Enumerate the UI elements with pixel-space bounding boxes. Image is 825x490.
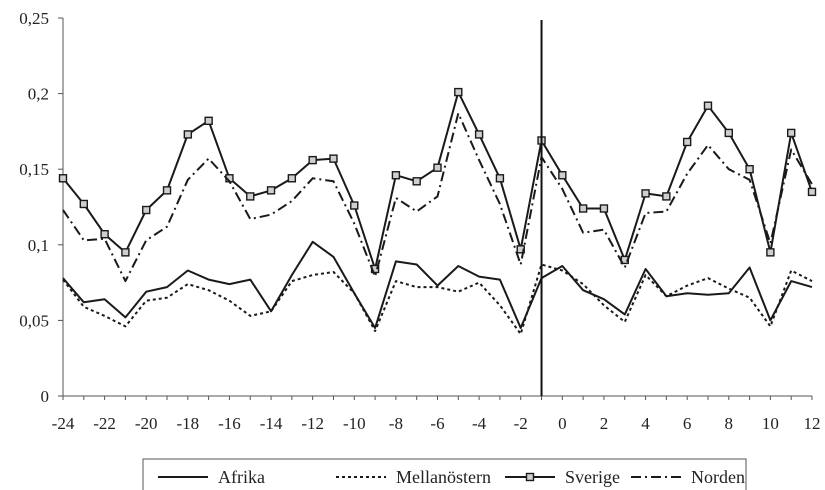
x-tick-label: -16 [218,414,241,433]
x-tick-label: -24 [52,414,75,433]
data-point-sverige [454,87,463,97]
data-point-sverige [433,163,442,172]
data-point-sverige [474,130,484,139]
axes [62,18,812,397]
data-point-sverige [641,189,650,198]
data-point-sverige [495,174,505,183]
legend-label-norden: Norden [691,467,745,487]
x-tick-label: -18 [176,414,199,433]
data-point-sverige [121,248,130,257]
y-tick-label: 0,2 [28,85,49,104]
y-tick-label: 0,15 [19,160,49,179]
x-tick-label: -6 [430,414,444,433]
data-point-sverige [766,248,775,257]
y-ticks: 0 0,05 0,1 0,15 0,2 0,25 [19,9,63,406]
series-line-norden [62,112,813,283]
data-point-sverige [246,192,255,201]
series-line-afrika [62,240,813,329]
x-ticks: -24 -22 -20 -18 -16 -14 -12 -10 -8 -6 -4 -2 0 2 4 6 8 10 1… [52,396,821,433]
series-group [58,87,817,335]
x-tick-label: 12 [804,414,821,433]
data-point-sverige [724,128,733,138]
y-tick-label: 0 [41,387,50,406]
x-tick-label: 4 [641,414,650,433]
data-point-sverige [703,101,713,110]
data-point-sverige [287,174,297,183]
data-point-sverige [162,186,172,195]
data-point-sverige [662,192,671,201]
data-point-sverige [183,130,193,139]
data-point-sverige [142,205,151,215]
data-point-sverige [350,201,359,210]
y-tick-label: 0,25 [19,9,49,28]
data-point-sverige [308,155,317,165]
x-tick-label: -20 [135,414,158,433]
legend-box [142,458,747,490]
legend: Afrika Mellanöstern Sverige Norden [142,458,747,490]
legend-label-afrika: Afrika [218,467,265,487]
data-point-sverige [58,174,68,183]
data-point-sverige [329,154,338,163]
data-point-sverige [558,171,567,180]
x-tick-label: -14 [260,414,283,433]
x-tick-label: 8 [725,414,734,433]
data-point-sverige [786,128,796,138]
x-tick-label: -8 [389,414,403,433]
data-point-sverige [412,177,421,186]
x-tick-label: 10 [762,414,779,433]
series-line-sverige [62,91,813,270]
data-point-sverige [391,171,401,180]
data-point-sverige [204,116,213,126]
data-point-sverige [79,199,89,209]
x-tick-label: -12 [301,414,324,433]
data-point-sverige [266,186,276,195]
data-point-sverige [682,137,692,147]
y-tick-label: 0,1 [28,236,49,255]
x-tick-label: 2 [600,414,609,433]
x-tick-label: -10 [343,414,366,433]
legend-label-sverige: Sverige [565,467,620,487]
series-line-mellanöstern [62,263,813,335]
data-point-sverige [599,204,609,213]
legend-marker-sverige [525,472,535,482]
y-tick-label: 0,05 [19,311,49,330]
x-tick-label: -4 [472,414,487,433]
data-point-sverige [745,164,754,174]
x-tick-label: -2 [514,414,528,433]
x-tick-label: -22 [93,414,116,433]
x-tick-label: 6 [683,414,692,433]
data-point-sverige [807,187,817,197]
legend-label-mellanöstern: Mellanöstern [396,467,491,487]
data-point-sverige [578,204,588,213]
x-tick-label: 0 [558,414,567,433]
data-point-sverige [100,230,109,239]
